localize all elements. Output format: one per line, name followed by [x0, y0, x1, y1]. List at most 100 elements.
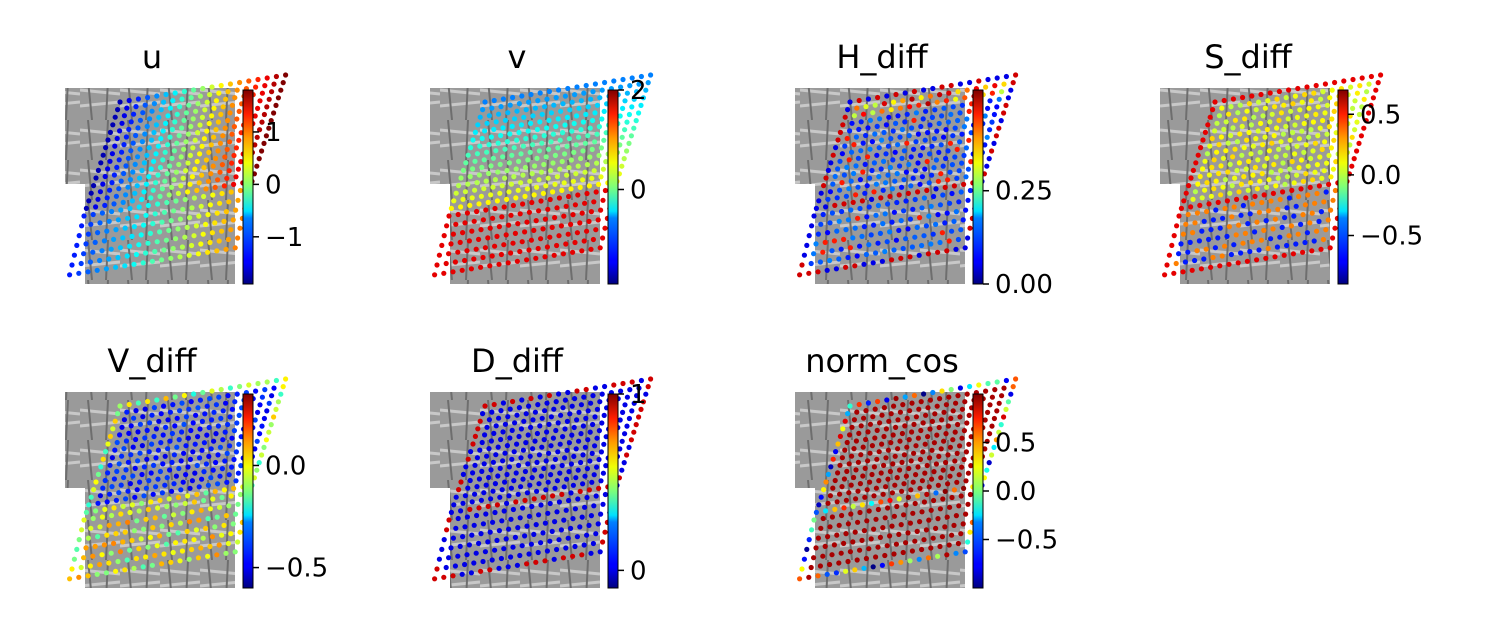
spot — [902, 423, 908, 429]
spot — [489, 105, 495, 111]
spot — [254, 467, 260, 473]
spot — [813, 241, 819, 247]
spot — [1288, 223, 1294, 229]
spot — [544, 125, 550, 131]
spot — [914, 528, 920, 535]
spot — [1320, 89, 1326, 95]
spot — [834, 499, 840, 505]
spot — [599, 87, 605, 93]
colorbar-tick-label: −0.5 — [995, 526, 1058, 556]
spot — [858, 148, 864, 154]
spot — [967, 529, 973, 535]
spot — [1324, 160, 1330, 166]
spot — [97, 493, 103, 499]
spot — [919, 546, 925, 553]
spot — [1366, 81, 1372, 87]
spot — [835, 137, 841, 143]
spot — [217, 169, 223, 175]
panel-title: V_diff — [107, 342, 197, 380]
spot — [985, 105, 991, 111]
spot — [456, 487, 462, 493]
spot — [176, 133, 182, 139]
spot — [564, 143, 570, 149]
spot — [100, 152, 106, 158]
spot — [141, 222, 147, 228]
spot — [201, 440, 207, 446]
spot — [1284, 242, 1290, 249]
spot — [927, 455, 933, 461]
spot — [955, 117, 961, 124]
spot — [568, 490, 574, 496]
spot — [944, 514, 950, 520]
spot — [1222, 243, 1228, 249]
spot — [181, 450, 187, 456]
spot — [120, 199, 126, 205]
spot — [1253, 107, 1259, 113]
spot — [511, 116, 518, 122]
spot — [837, 433, 844, 439]
spot — [526, 551, 532, 557]
spot — [526, 513, 533, 519]
spot — [912, 196, 918, 203]
spot — [149, 108, 155, 114]
spot — [586, 218, 592, 224]
spot — [961, 124, 968, 130]
spot — [538, 169, 545, 175]
spot — [491, 126, 497, 132]
spot — [580, 119, 587, 125]
colorbar-tick-label: 0.5 — [1360, 100, 1401, 130]
spot — [1182, 259, 1188, 265]
spot — [889, 561, 895, 567]
spot — [1218, 192, 1224, 198]
spot — [1208, 227, 1214, 233]
spot — [122, 263, 128, 269]
spot — [446, 517, 452, 523]
spot — [136, 546, 142, 552]
spot — [1300, 212, 1306, 218]
spot — [898, 255, 904, 261]
spot — [550, 131, 557, 137]
spot — [592, 443, 598, 449]
spot — [167, 134, 173, 140]
spot — [90, 211, 96, 218]
spot — [102, 173, 108, 180]
spot — [130, 169, 136, 175]
spot — [120, 235, 126, 241]
spot — [1001, 81, 1007, 87]
spot — [624, 394, 631, 400]
spot — [566, 440, 573, 446]
spot — [441, 537, 447, 543]
spot — [506, 222, 512, 228]
spot — [145, 398, 151, 405]
spot — [184, 224, 190, 230]
spot — [510, 240, 516, 246]
spot — [186, 556, 192, 562]
spot — [569, 99, 575, 105]
spot — [962, 95, 968, 101]
spot — [588, 400, 594, 406]
spot — [573, 171, 579, 177]
spot — [535, 98, 541, 104]
spot — [533, 522, 539, 528]
spot — [1330, 197, 1336, 203]
spot — [638, 406, 644, 412]
spot — [269, 89, 275, 95]
spot — [894, 171, 900, 177]
spot — [133, 104, 139, 110]
spot — [529, 171, 535, 177]
spot — [853, 496, 859, 502]
spot — [813, 509, 820, 515]
spot — [955, 89, 961, 95]
spot — [141, 526, 147, 532]
spot — [151, 405, 157, 411]
spot — [175, 190, 181, 196]
spot — [152, 248, 158, 255]
spot — [166, 496, 172, 502]
spot — [957, 443, 963, 449]
spot — [162, 149, 168, 155]
spot — [601, 137, 607, 143]
spot — [252, 113, 258, 119]
spot — [885, 447, 892, 453]
spot — [193, 527, 199, 533]
spot — [1206, 201, 1212, 207]
